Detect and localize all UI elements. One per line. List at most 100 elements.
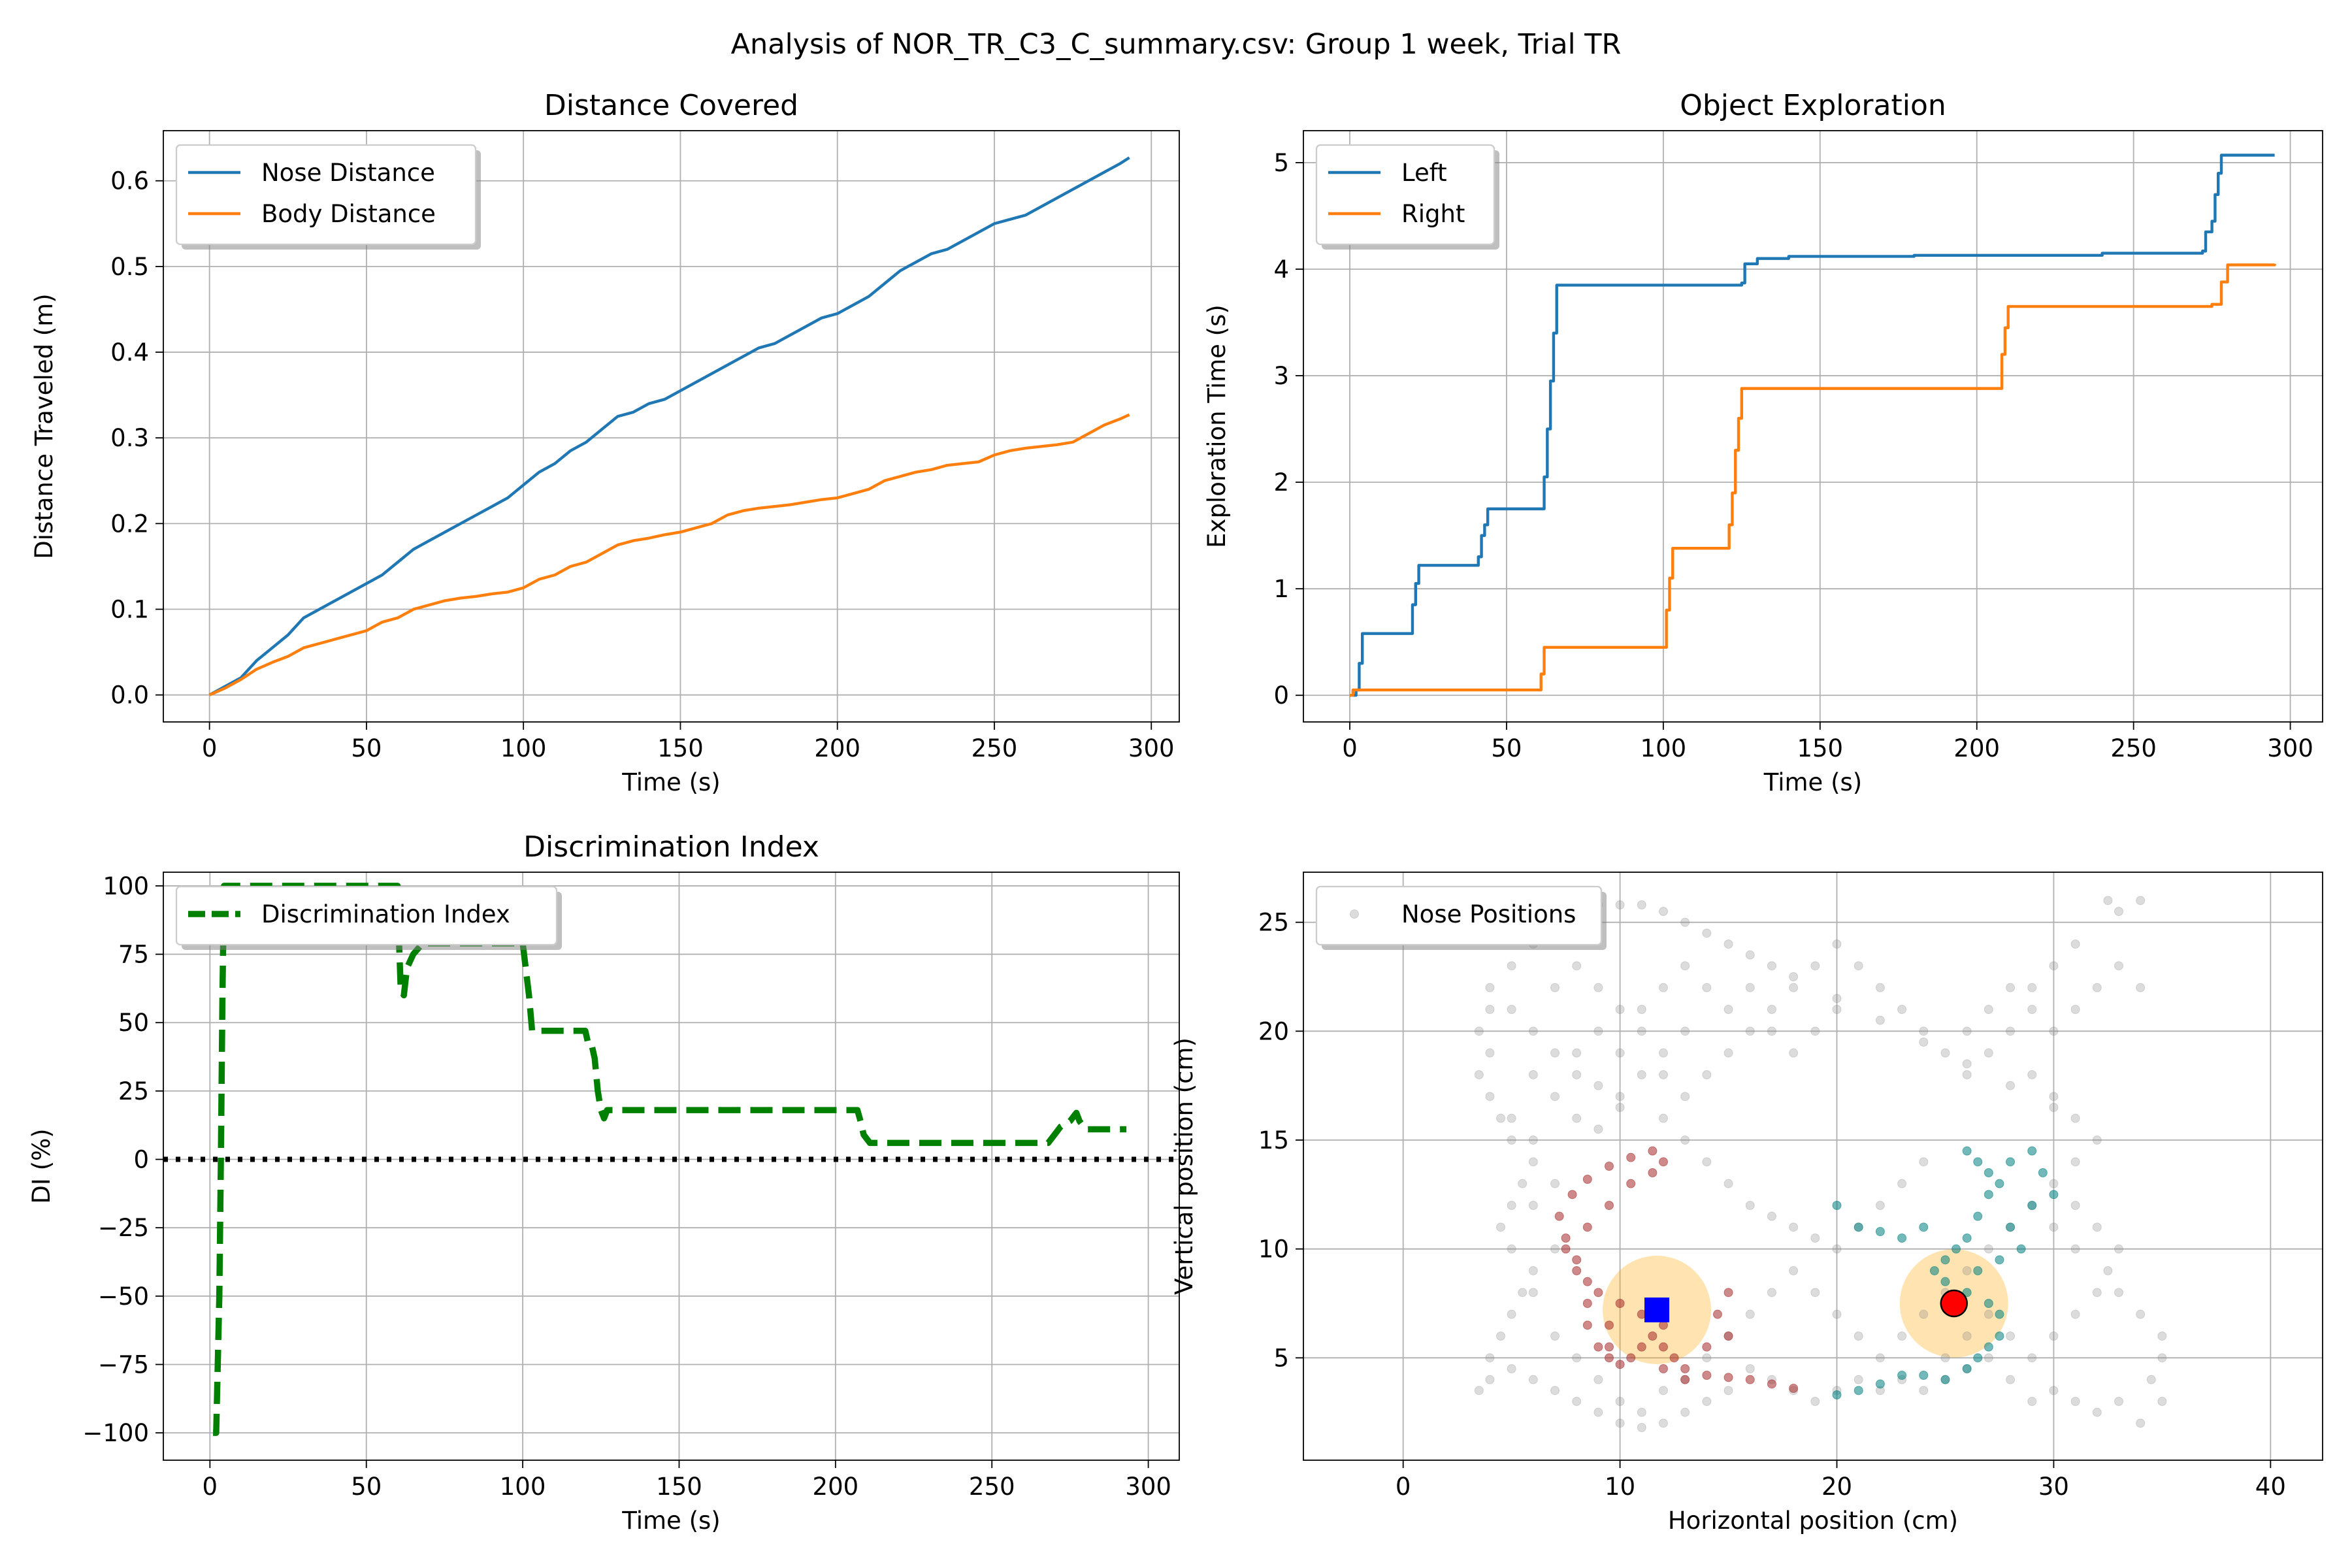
y-tick-label: 0.5 <box>110 253 149 281</box>
axes-frame <box>1303 130 2323 723</box>
scatter-point-nose <box>1615 1048 1625 1058</box>
scatter-point-nose <box>1615 1397 1625 1406</box>
scatter-point-nose <box>1789 1048 1799 1058</box>
scatter-point-nose <box>1496 1331 1506 1341</box>
scatter-point-nose <box>1485 983 1495 992</box>
y-axis-label: DI (%) <box>27 1128 56 1203</box>
scatter-point-nose <box>1875 983 1885 992</box>
scatter-point-nose <box>1984 1309 1993 1319</box>
x-tick-label: 50 <box>351 1473 382 1501</box>
scatter-point-right-zone <box>1875 1379 1885 1389</box>
y-tick-label: 5 <box>1273 1344 1289 1372</box>
legend: Nose Distance Body Distance <box>175 144 481 250</box>
scatter-point-nose <box>1507 1005 1516 1014</box>
scatter-point-left-zone <box>1658 1364 1668 1373</box>
scatter-point-nose <box>1485 1048 1495 1058</box>
scatter-point-nose <box>1572 1353 1582 1363</box>
scatter-point-nose <box>1658 1113 1668 1123</box>
scatter-point-nose <box>1528 1070 1538 1079</box>
x-tick-label: 0 <box>1342 734 1358 762</box>
scatter-point-nose <box>1767 1288 1776 1298</box>
y-tick-label: 0.6 <box>110 167 149 195</box>
scatter-point-nose <box>1919 1157 1929 1167</box>
x-tick-label: 150 <box>657 734 704 762</box>
x-tick-label: 200 <box>1953 734 2000 762</box>
panel-exploration: 0 50 100 150 200 250 300 0 1 2 3 4 5 Object Explorati… <box>1203 89 2323 796</box>
scatter-point-nose <box>1550 1244 1560 1254</box>
scatter-point-left-zone <box>1626 1179 1636 1188</box>
scatter-point-nose <box>1550 1048 1560 1058</box>
x-tick-label: 150 <box>1797 734 1843 762</box>
scatter-point-nose <box>1637 1005 1646 1014</box>
scatter-point-nose <box>1767 1211 1776 1221</box>
x-tick-label: 0 <box>202 734 218 762</box>
scatter-point-right-zone <box>2006 1222 2016 1232</box>
scatter-point-left-zone <box>1658 1342 1668 1352</box>
scatter-point-left-zone <box>1582 1175 1592 1184</box>
scatter-point-nose <box>1789 1266 1799 1275</box>
legend-label: Left <box>1401 159 1447 187</box>
scatter-point-nose <box>2070 1309 2080 1319</box>
scatter-point-left-zone <box>1605 1162 1614 1171</box>
y-tick-label: 15 <box>1258 1126 1289 1154</box>
scatter-point-nose <box>2157 1353 2167 1363</box>
scatter-point-right-zone <box>1962 1146 1972 1156</box>
scatter-point-nose <box>1496 1113 1506 1123</box>
x-tick-label: 250 <box>972 734 1018 762</box>
scatter-point-nose <box>1745 950 1755 960</box>
scatter-point-nose <box>1984 1244 1993 1254</box>
x-tick-label: 20 <box>1821 1473 1852 1501</box>
scatter-point-nose <box>1723 1048 1733 1058</box>
scatter-point-nose <box>1767 1005 1776 1014</box>
plot-area <box>163 883 1179 1436</box>
scatter-point-nose <box>2006 1331 2016 1341</box>
scatter-point-nose <box>1962 1331 1972 1341</box>
scatter-point-nose <box>1637 900 1646 909</box>
legend-label: Discrimination Index <box>261 900 510 928</box>
panel-title: Object Exploration <box>1680 89 1946 122</box>
scatter-point-nose <box>1507 1135 1516 1145</box>
legend: Discrimination Index <box>175 885 562 950</box>
scatter-point-right-zone <box>1832 1201 1842 1210</box>
axes-frame <box>163 872 1180 1461</box>
scatter-point-nose <box>2070 1113 2080 1123</box>
scatter-point-nose <box>1962 1266 1972 1275</box>
y-axis-label: Distance Traveled (m) <box>30 293 58 559</box>
scatter-point-nose <box>1810 961 1820 971</box>
scatter-point-nose <box>1485 1092 1495 1102</box>
scatter-point-nose <box>2049 1179 2059 1188</box>
scatter-point-nose <box>1658 983 1668 992</box>
scatter-point-nose <box>1615 900 1625 909</box>
scatter-point-left-zone <box>1561 1244 1571 1254</box>
scatter-point-nose <box>2049 961 2059 971</box>
scatter-point-nose <box>1572 1048 1582 1058</box>
grid-lines <box>1303 872 2323 1460</box>
scatter-point-left-zone <box>1648 1168 1658 1177</box>
scatter-point-right-zone <box>2016 1244 2026 1254</box>
scatter-point-nose <box>2006 1375 2016 1384</box>
scatter-point-nose <box>1550 983 1560 992</box>
scatter-point-right-zone <box>1984 1190 1993 1200</box>
scatter-point-right-zone <box>1995 1331 2004 1341</box>
x-tick-label: 30 <box>2038 1473 2069 1501</box>
scatter-point-nose <box>2049 1222 2059 1232</box>
y-tick-label: 2 <box>1273 468 1289 497</box>
scatter-point-nose <box>1875 1353 1885 1363</box>
legend-marker <box>1350 909 1359 919</box>
scatter-point-left-zone <box>1582 1277 1592 1286</box>
scatter-point-left-zone <box>1767 1379 1776 1389</box>
scatter-point-nose <box>2027 983 2037 992</box>
y-tick-label: −75 <box>98 1350 149 1379</box>
scatter-point-right-zone <box>1962 1364 1972 1373</box>
scatter-point-nose <box>2006 983 2016 992</box>
scatter-point-nose <box>1637 1070 1646 1079</box>
scatter-point-right-zone <box>1984 1342 1993 1352</box>
scatter-point-nose <box>2092 1222 2102 1232</box>
y-axis-label: Vertical position (cm) <box>1170 1037 1198 1295</box>
scatter-point-nose <box>1854 1375 1863 1384</box>
legend: Left Right <box>1315 144 1499 250</box>
scatter-point-right-zone <box>2038 1168 2048 1177</box>
y-axis-label: Exploration Time (s) <box>1203 304 1231 548</box>
scatter-point-nose <box>1810 1026 1820 1036</box>
scatter-point-nose <box>1550 1386 1560 1396</box>
